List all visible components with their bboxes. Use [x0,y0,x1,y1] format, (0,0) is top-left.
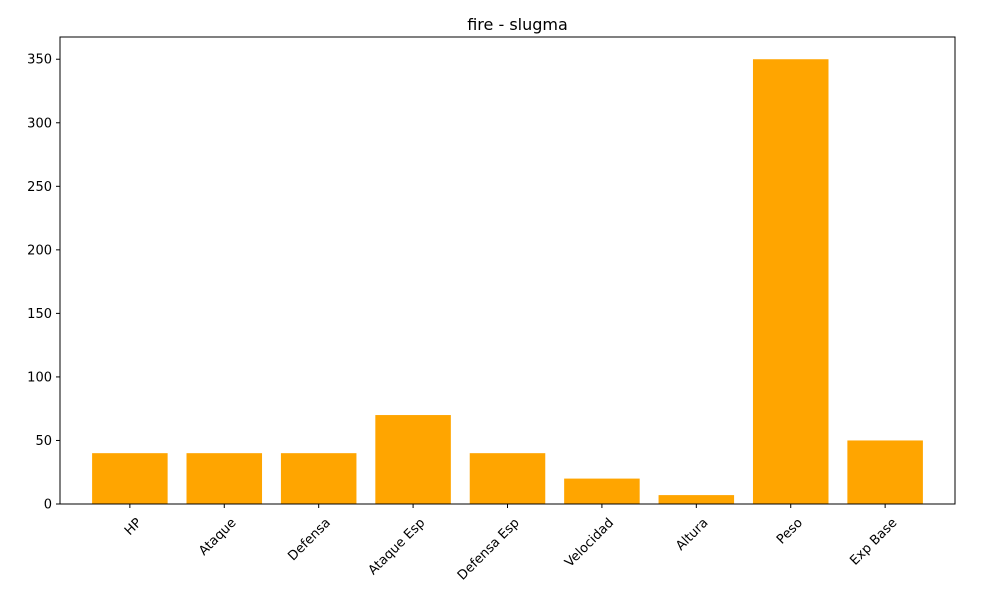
y-tick-label: 200 [27,243,52,258]
bar-exp-base [847,440,923,504]
y-tick-label: 150 [27,307,52,322]
y-tick-label: 350 [27,53,52,68]
plot-frame [59,36,956,505]
bar-defensa-esp [469,453,546,504]
y-tick-label: 50 [35,434,52,449]
x-tick-label: HP [122,515,145,538]
x-tick-label: Ataque Esp [366,516,429,579]
bar-ataque [186,453,263,504]
bar-defensa [280,453,357,504]
x-tick-label: Exp Base [847,516,900,569]
x-tick-label: Altura [673,516,711,554]
x-tick-label: Ataque [196,516,239,559]
chart-title: fire - slugma [467,15,568,34]
x-tick-label: Peso [774,516,806,548]
y-tick-label: 0 [44,498,52,513]
bar-velocidad [564,478,640,504]
bar-altura [658,495,735,504]
x-tick-label: Defensa Esp [455,516,523,584]
y-axis: 0 50 100 150 200 250 300 350 [27,53,60,513]
y-tick-label: 100 [27,370,52,385]
y-tick-label: 300 [27,116,52,131]
x-axis: HP Ataque Defensa Ataque Esp Defensa Esp Velo… [122,504,900,583]
y-tick-label: 250 [27,180,52,195]
x-tick-label: Defensa [285,516,333,564]
bar-ataque-esp [375,415,451,504]
bar-hp [92,453,168,504]
x-tick-label: Velocidad [562,516,617,571]
bars-group [92,59,923,504]
bar-peso [752,59,829,504]
